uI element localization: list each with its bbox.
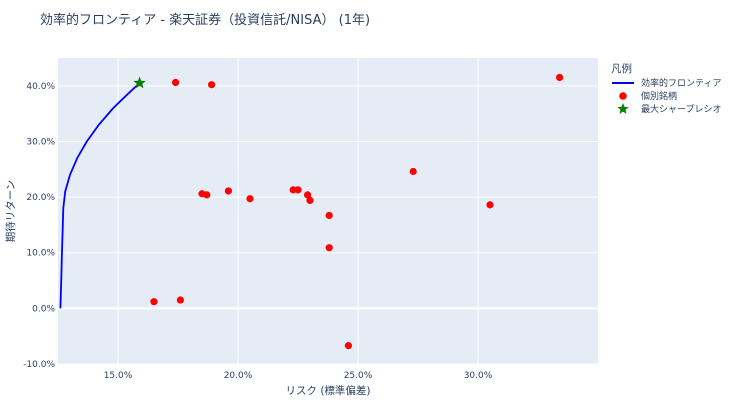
- y-tick-label: 30.0%: [26, 137, 55, 147]
- x-tick-label: 25.0%: [344, 371, 373, 381]
- stock-point[interactable]: [246, 195, 254, 203]
- gridlines: [58, 58, 598, 365]
- y-axis-ticks: -10.0% 0.0% 10.0% 20.0% 30.0% 40.0%: [23, 82, 55, 370]
- stock-point[interactable]: [304, 191, 312, 199]
- chart-marks: [59, 73, 564, 350]
- x-axis-title: リスク (標準偏差): [285, 384, 370, 397]
- legend[interactable]: 凡例 効率的フロンティア 個別銘柄 最大シャープレシオ: [611, 62, 721, 115]
- stock-point[interactable]: [306, 196, 314, 205]
- x-tick-label: 30.0%: [464, 371, 493, 381]
- chart-title: 効率的フロンティア - 楽天証券（投資信託/NISA） (1年): [40, 12, 370, 28]
- legend-dot-swatch: [619, 92, 627, 100]
- x-axis-ticks: 15.0% 20.0% 25.0% 30.0%: [104, 371, 493, 381]
- stock-point[interactable]: [208, 81, 216, 89]
- x-tick-label: 15.0%: [104, 371, 133, 381]
- y-tick-label: -10.0%: [23, 360, 55, 370]
- legend-star-swatch: [617, 103, 629, 114]
- y-axis-title: 期待リターン: [4, 180, 17, 242]
- y-tick-label: 10.0%: [26, 249, 55, 259]
- plot-area: [58, 58, 598, 364]
- y-tick-label: 0.0%: [32, 304, 55, 314]
- legend-item-stocks[interactable]: 個別銘柄: [641, 90, 677, 102]
- max-sharpe-star[interactable]: [133, 76, 146, 89]
- stock-point[interactable]: [325, 211, 333, 220]
- stock-point[interactable]: [224, 187, 232, 195]
- frontier-line: [59, 82, 141, 309]
- stock-point[interactable]: [176, 296, 184, 304]
- stock-point[interactable]: [344, 342, 352, 350]
- legend-item-max-sharpe[interactable]: 最大シャープレシオ: [641, 103, 721, 115]
- stock-point[interactable]: [294, 186, 302, 194]
- stock-point[interactable]: [556, 73, 564, 82]
- stock-point[interactable]: [172, 78, 180, 87]
- stock-point[interactable]: [325, 244, 333, 252]
- stock-point[interactable]: [486, 201, 494, 209]
- legend-item-frontier[interactable]: 効率的フロンティア: [641, 77, 721, 89]
- y-tick-label: 40.0%: [26, 82, 55, 92]
- stock-point[interactable]: [150, 298, 158, 306]
- stock-point[interactable]: [203, 191, 211, 199]
- stock-point[interactable]: [409, 167, 417, 176]
- x-tick-label: 20.0%: [224, 371, 253, 381]
- legend-title: 凡例: [611, 62, 632, 75]
- y-tick-label: 20.0%: [26, 193, 55, 203]
